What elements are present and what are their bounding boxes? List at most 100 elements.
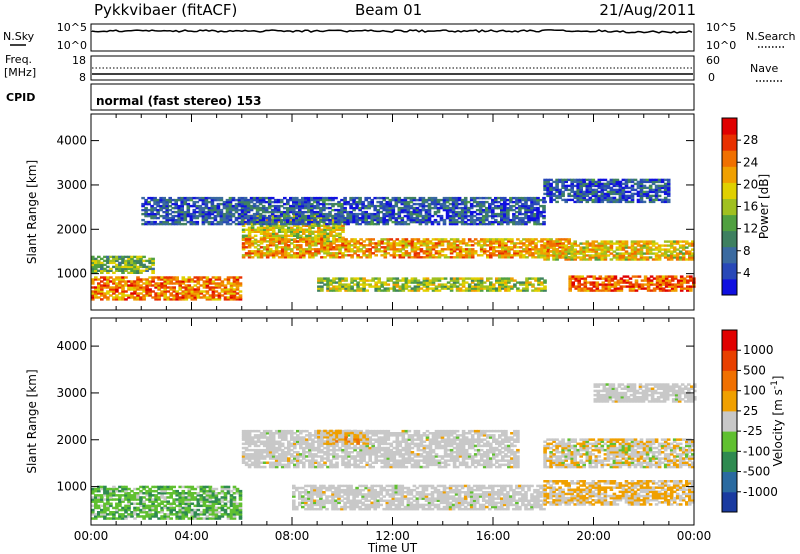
cell-4 xyxy=(338,277,342,280)
cell-3 xyxy=(546,238,550,241)
cell-7 xyxy=(485,206,489,210)
cell-0 xyxy=(94,517,98,520)
cell-1 xyxy=(139,257,143,261)
cell-6 xyxy=(630,258,635,261)
cell-7 xyxy=(542,208,546,212)
cell-4 xyxy=(504,285,508,288)
cell-7 xyxy=(216,210,221,214)
cell-7 xyxy=(469,198,474,202)
cell-1 xyxy=(109,261,113,265)
cell-3 xyxy=(492,238,496,241)
cell-7 xyxy=(295,204,299,208)
cell-7 xyxy=(530,204,534,208)
cell-3 xyxy=(467,244,472,247)
cell-2 xyxy=(280,236,285,239)
cell-7 xyxy=(243,204,248,208)
cell-4 xyxy=(362,279,366,282)
cell-7 xyxy=(180,200,184,204)
cell-3 xyxy=(531,248,535,251)
cell-7 xyxy=(144,222,148,226)
cell-7 xyxy=(189,198,194,202)
cell-8 xyxy=(567,192,571,196)
cell-5 xyxy=(649,283,654,286)
cell-0 xyxy=(124,276,128,279)
cell-7 xyxy=(192,214,197,218)
cell-4 xyxy=(440,283,445,286)
cell-1 xyxy=(124,263,128,267)
cell-7 xyxy=(412,210,417,214)
cell-5 xyxy=(580,275,584,278)
cell-6 xyxy=(594,254,599,257)
cell-3 xyxy=(338,240,342,243)
cell-3 xyxy=(383,248,388,251)
cell-2 xyxy=(277,228,282,231)
cell-2 xyxy=(335,228,339,231)
cell-7 xyxy=(204,206,209,210)
cell-7 xyxy=(445,204,450,208)
cell-3 xyxy=(492,248,496,251)
cell-7 xyxy=(403,222,408,226)
cell-0 xyxy=(226,278,231,281)
cell-7 xyxy=(475,204,480,208)
cell-7 xyxy=(454,206,459,210)
cell-5 xyxy=(604,277,609,280)
cell-3 xyxy=(519,256,523,259)
cell-3 xyxy=(522,256,526,259)
cell-8 xyxy=(606,186,611,190)
cell-8 xyxy=(573,178,577,182)
cell-0 xyxy=(229,276,234,279)
cell-6 xyxy=(624,250,629,253)
cell-8 xyxy=(645,190,650,194)
cell-4 xyxy=(467,277,472,280)
cell-7 xyxy=(343,198,347,202)
cell-0 xyxy=(148,513,152,516)
cell-7 xyxy=(228,204,233,208)
cell-1 xyxy=(133,265,137,269)
cell-3 xyxy=(326,254,330,257)
cell-2 xyxy=(265,218,270,222)
cell-7 xyxy=(186,214,191,218)
cell-3 xyxy=(428,248,433,251)
cell-7 xyxy=(276,198,281,202)
cell-2 xyxy=(317,230,321,233)
cell-2 xyxy=(265,226,270,229)
cell-0 xyxy=(133,506,137,510)
cell-7 xyxy=(177,218,181,222)
cell-7 xyxy=(469,220,474,224)
cell-5 xyxy=(646,277,651,280)
cell-0 xyxy=(97,496,101,499)
cell-2 xyxy=(326,236,330,239)
cell-7 xyxy=(267,200,272,204)
cell-5 xyxy=(604,287,609,290)
cell-0 xyxy=(232,294,237,297)
cell-3 xyxy=(305,242,309,245)
cell-7 xyxy=(385,202,390,206)
cell-0 xyxy=(133,517,137,520)
cell-3 xyxy=(359,250,363,253)
cell-8 xyxy=(564,184,568,188)
cell-7 xyxy=(276,200,281,204)
cell-2 xyxy=(256,230,261,233)
cell-5 xyxy=(631,275,636,278)
cell-8 xyxy=(585,192,590,196)
cell-5 xyxy=(613,277,618,280)
cell-0 xyxy=(142,504,146,508)
cell-6 xyxy=(624,242,629,245)
cell-3 xyxy=(434,238,439,241)
cell-3 xyxy=(280,248,285,251)
cell-6 xyxy=(594,240,599,243)
cell-6 xyxy=(582,258,586,261)
cell-8 xyxy=(609,178,614,182)
cell-3 xyxy=(356,246,360,249)
cell-7 xyxy=(168,222,172,226)
cell-0 xyxy=(211,294,216,297)
cell-4 xyxy=(353,279,357,282)
cell-0 xyxy=(100,508,104,512)
cell-2 xyxy=(296,228,300,231)
cell-0 xyxy=(148,294,152,297)
cell-5 xyxy=(686,287,690,290)
cell-7 xyxy=(213,218,218,222)
cell-0 xyxy=(148,284,152,287)
cell-7 xyxy=(147,202,151,206)
